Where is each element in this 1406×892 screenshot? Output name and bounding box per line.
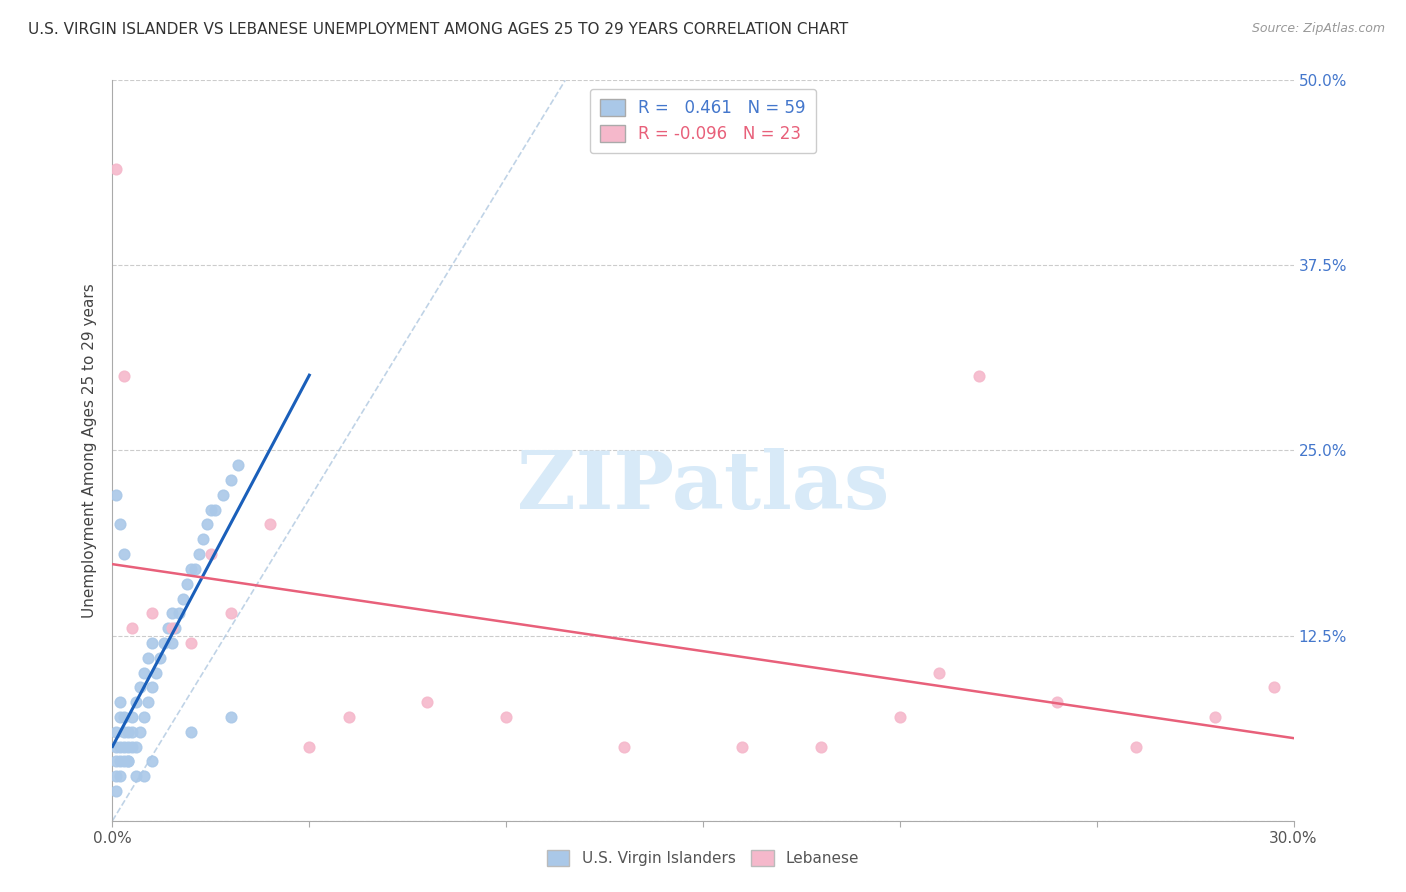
Point [200, 547, 222, 561]
Point [105, 488, 128, 502]
Point [195, 517, 218, 532]
Point [298, 739, 321, 754]
Text: ZIPatlas: ZIPatlas [517, 449, 889, 526]
Point [810, 739, 832, 754]
Point [928, 665, 950, 680]
Point [141, 681, 163, 695]
Point [1125, 739, 1147, 754]
Point [110, 517, 132, 532]
Point [112, 755, 135, 769]
Point [176, 576, 198, 591]
Point [149, 650, 172, 665]
Point [889, 710, 911, 724]
Point [188, 547, 211, 561]
Point [117, 739, 139, 754]
Point [204, 502, 226, 516]
Point [337, 710, 360, 724]
Point [180, 562, 202, 576]
Point [112, 724, 135, 739]
Point [136, 695, 159, 709]
Point [105, 755, 128, 769]
Point [172, 591, 194, 606]
Point [105, 739, 128, 754]
Point [145, 665, 167, 680]
Point [105, 784, 128, 798]
Point [125, 769, 148, 783]
Point [1204, 710, 1226, 724]
Point [112, 739, 135, 754]
Point [180, 724, 202, 739]
Text: U.S. VIRGIN ISLANDER VS LEBANESE UNEMPLOYMENT AMONG AGES 25 TO 29 YEARS CORRELAT: U.S. VIRGIN ISLANDER VS LEBANESE UNEMPLO… [28, 22, 848, 37]
Point [132, 710, 155, 724]
Point [219, 710, 242, 724]
Point [259, 517, 281, 532]
Point [112, 547, 135, 561]
Point [112, 369, 135, 384]
Point [219, 473, 242, 487]
Point [132, 665, 155, 680]
Point [110, 769, 132, 783]
Point [731, 739, 754, 754]
Point [117, 724, 139, 739]
Point [132, 769, 155, 783]
Point [129, 681, 152, 695]
Point [125, 695, 148, 709]
Point [169, 607, 191, 621]
Point [125, 739, 148, 754]
Point [191, 533, 214, 547]
Point [967, 369, 990, 384]
Point [219, 607, 242, 621]
Point [180, 636, 202, 650]
Point [495, 710, 517, 724]
Point [613, 739, 636, 754]
Point [200, 502, 222, 516]
Point [110, 739, 132, 754]
Text: Source: ZipAtlas.com: Source: ZipAtlas.com [1251, 22, 1385, 36]
Point [1046, 695, 1069, 709]
Point [211, 488, 233, 502]
Point [160, 621, 183, 635]
Point [141, 755, 163, 769]
Point [117, 755, 139, 769]
Point [156, 621, 179, 635]
Point [136, 650, 159, 665]
Point [110, 710, 132, 724]
Point [152, 636, 174, 650]
Point [105, 162, 128, 177]
Y-axis label: Unemployment Among Ages 25 to 29 years: Unemployment Among Ages 25 to 29 years [82, 283, 97, 618]
Point [184, 562, 207, 576]
Point [105, 724, 128, 739]
Point [110, 755, 132, 769]
Point [141, 607, 163, 621]
Point [141, 636, 163, 650]
Point [160, 607, 183, 621]
Point [121, 739, 143, 754]
Point [117, 755, 139, 769]
Point [105, 769, 128, 783]
Point [112, 710, 135, 724]
Point [1263, 681, 1285, 695]
Point [121, 710, 143, 724]
Point [416, 695, 439, 709]
Point [121, 621, 143, 635]
Point [160, 636, 183, 650]
Point [121, 724, 143, 739]
Legend: U.S. Virgin Islanders, Lebanese: U.S. Virgin Islanders, Lebanese [540, 844, 866, 872]
Point [110, 695, 132, 709]
Point [129, 724, 152, 739]
Point [165, 621, 187, 635]
Point [228, 458, 250, 473]
